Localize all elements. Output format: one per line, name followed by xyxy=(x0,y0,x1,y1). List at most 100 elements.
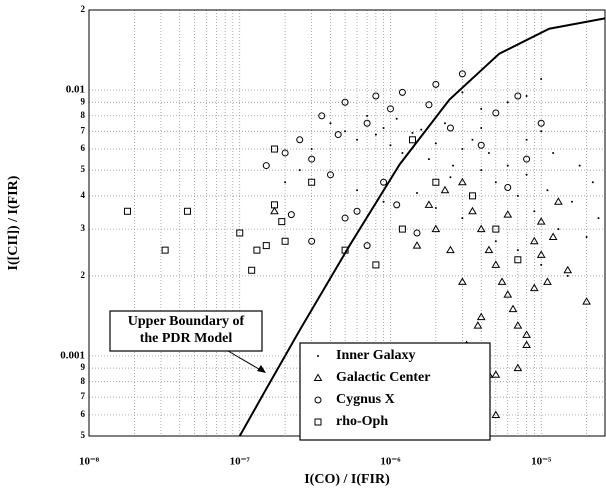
point xyxy=(522,340,531,348)
y-tick-label: 7 xyxy=(81,391,86,401)
point xyxy=(440,185,450,194)
point xyxy=(597,217,600,220)
point xyxy=(484,245,494,254)
point xyxy=(523,155,531,163)
point xyxy=(420,128,423,131)
point xyxy=(548,232,558,241)
point xyxy=(536,217,546,225)
point xyxy=(503,210,513,218)
point xyxy=(491,410,501,418)
point xyxy=(183,207,191,215)
point xyxy=(416,192,419,195)
legend-label: Cygnus X xyxy=(336,392,395,407)
point xyxy=(540,263,543,266)
point xyxy=(522,330,531,338)
point xyxy=(491,260,501,268)
point xyxy=(533,210,536,213)
point xyxy=(578,164,581,167)
point xyxy=(308,237,316,245)
point xyxy=(508,304,518,313)
point xyxy=(458,277,467,285)
point xyxy=(284,181,287,184)
legend-marker xyxy=(314,396,322,404)
point xyxy=(372,261,380,269)
point xyxy=(477,141,485,149)
point xyxy=(537,119,545,127)
model-curve xyxy=(238,17,605,436)
point xyxy=(543,277,552,285)
point xyxy=(525,94,528,97)
point xyxy=(468,192,476,200)
point xyxy=(270,206,279,215)
point xyxy=(341,98,349,106)
point xyxy=(525,138,528,141)
point xyxy=(425,101,433,109)
y-tick-label: 7 xyxy=(81,125,86,135)
legend-marker xyxy=(313,373,323,381)
point xyxy=(308,155,316,163)
annotation-text: Upper Boundary of xyxy=(128,314,245,329)
y-tick-label: 6 xyxy=(81,143,86,153)
point xyxy=(487,151,490,154)
point xyxy=(278,218,286,226)
arrow-head xyxy=(257,365,266,373)
point xyxy=(582,297,591,305)
point xyxy=(566,274,569,277)
annotation-text: the PDR Model xyxy=(140,331,233,346)
point xyxy=(461,217,464,220)
point xyxy=(398,88,406,96)
point xyxy=(434,142,437,145)
point xyxy=(506,164,509,167)
point xyxy=(427,158,430,161)
x-tick-label: 10⁻⁶ xyxy=(380,456,401,468)
point xyxy=(432,178,440,186)
point xyxy=(461,148,464,151)
y-tick-label: 8 xyxy=(81,110,86,120)
point xyxy=(557,228,560,231)
point xyxy=(372,92,380,100)
point xyxy=(468,206,477,215)
y-tick-label: 6 xyxy=(81,409,86,419)
y-tick-label: 5 xyxy=(81,164,86,174)
y-axis-label: I([CII]) / I(FIR) xyxy=(6,175,21,270)
point xyxy=(443,122,446,125)
legend-label: Galactic Center xyxy=(336,370,430,385)
point xyxy=(366,114,369,117)
annotation-arrow xyxy=(227,350,265,373)
point xyxy=(248,266,256,274)
point xyxy=(253,246,261,254)
x-tick-label: 10⁻⁷ xyxy=(230,456,251,468)
point xyxy=(363,242,371,250)
point xyxy=(471,138,474,141)
point xyxy=(382,126,385,129)
point xyxy=(461,91,464,94)
legend-label: Inner Galaxy xyxy=(336,348,415,363)
point xyxy=(458,70,466,78)
point xyxy=(161,246,169,254)
point xyxy=(540,78,543,81)
y-tick-label: 5 xyxy=(81,430,86,440)
point xyxy=(262,162,270,170)
point xyxy=(344,130,347,133)
point xyxy=(503,290,513,298)
point xyxy=(281,149,289,157)
point xyxy=(506,101,509,104)
point xyxy=(262,242,270,250)
point xyxy=(516,249,519,252)
x-axis-label: I(CO) / I(FIR) xyxy=(304,472,390,487)
y-tick-label: 2 xyxy=(81,4,86,14)
point xyxy=(341,214,349,222)
point xyxy=(434,207,437,210)
point xyxy=(480,107,483,110)
point xyxy=(570,200,573,203)
point xyxy=(480,126,483,129)
point xyxy=(480,169,483,172)
point xyxy=(308,178,316,186)
y-tick-label: 2 xyxy=(81,270,86,280)
point xyxy=(310,148,313,151)
point xyxy=(389,144,392,147)
point xyxy=(413,229,421,237)
point xyxy=(529,236,539,245)
point xyxy=(329,122,332,125)
